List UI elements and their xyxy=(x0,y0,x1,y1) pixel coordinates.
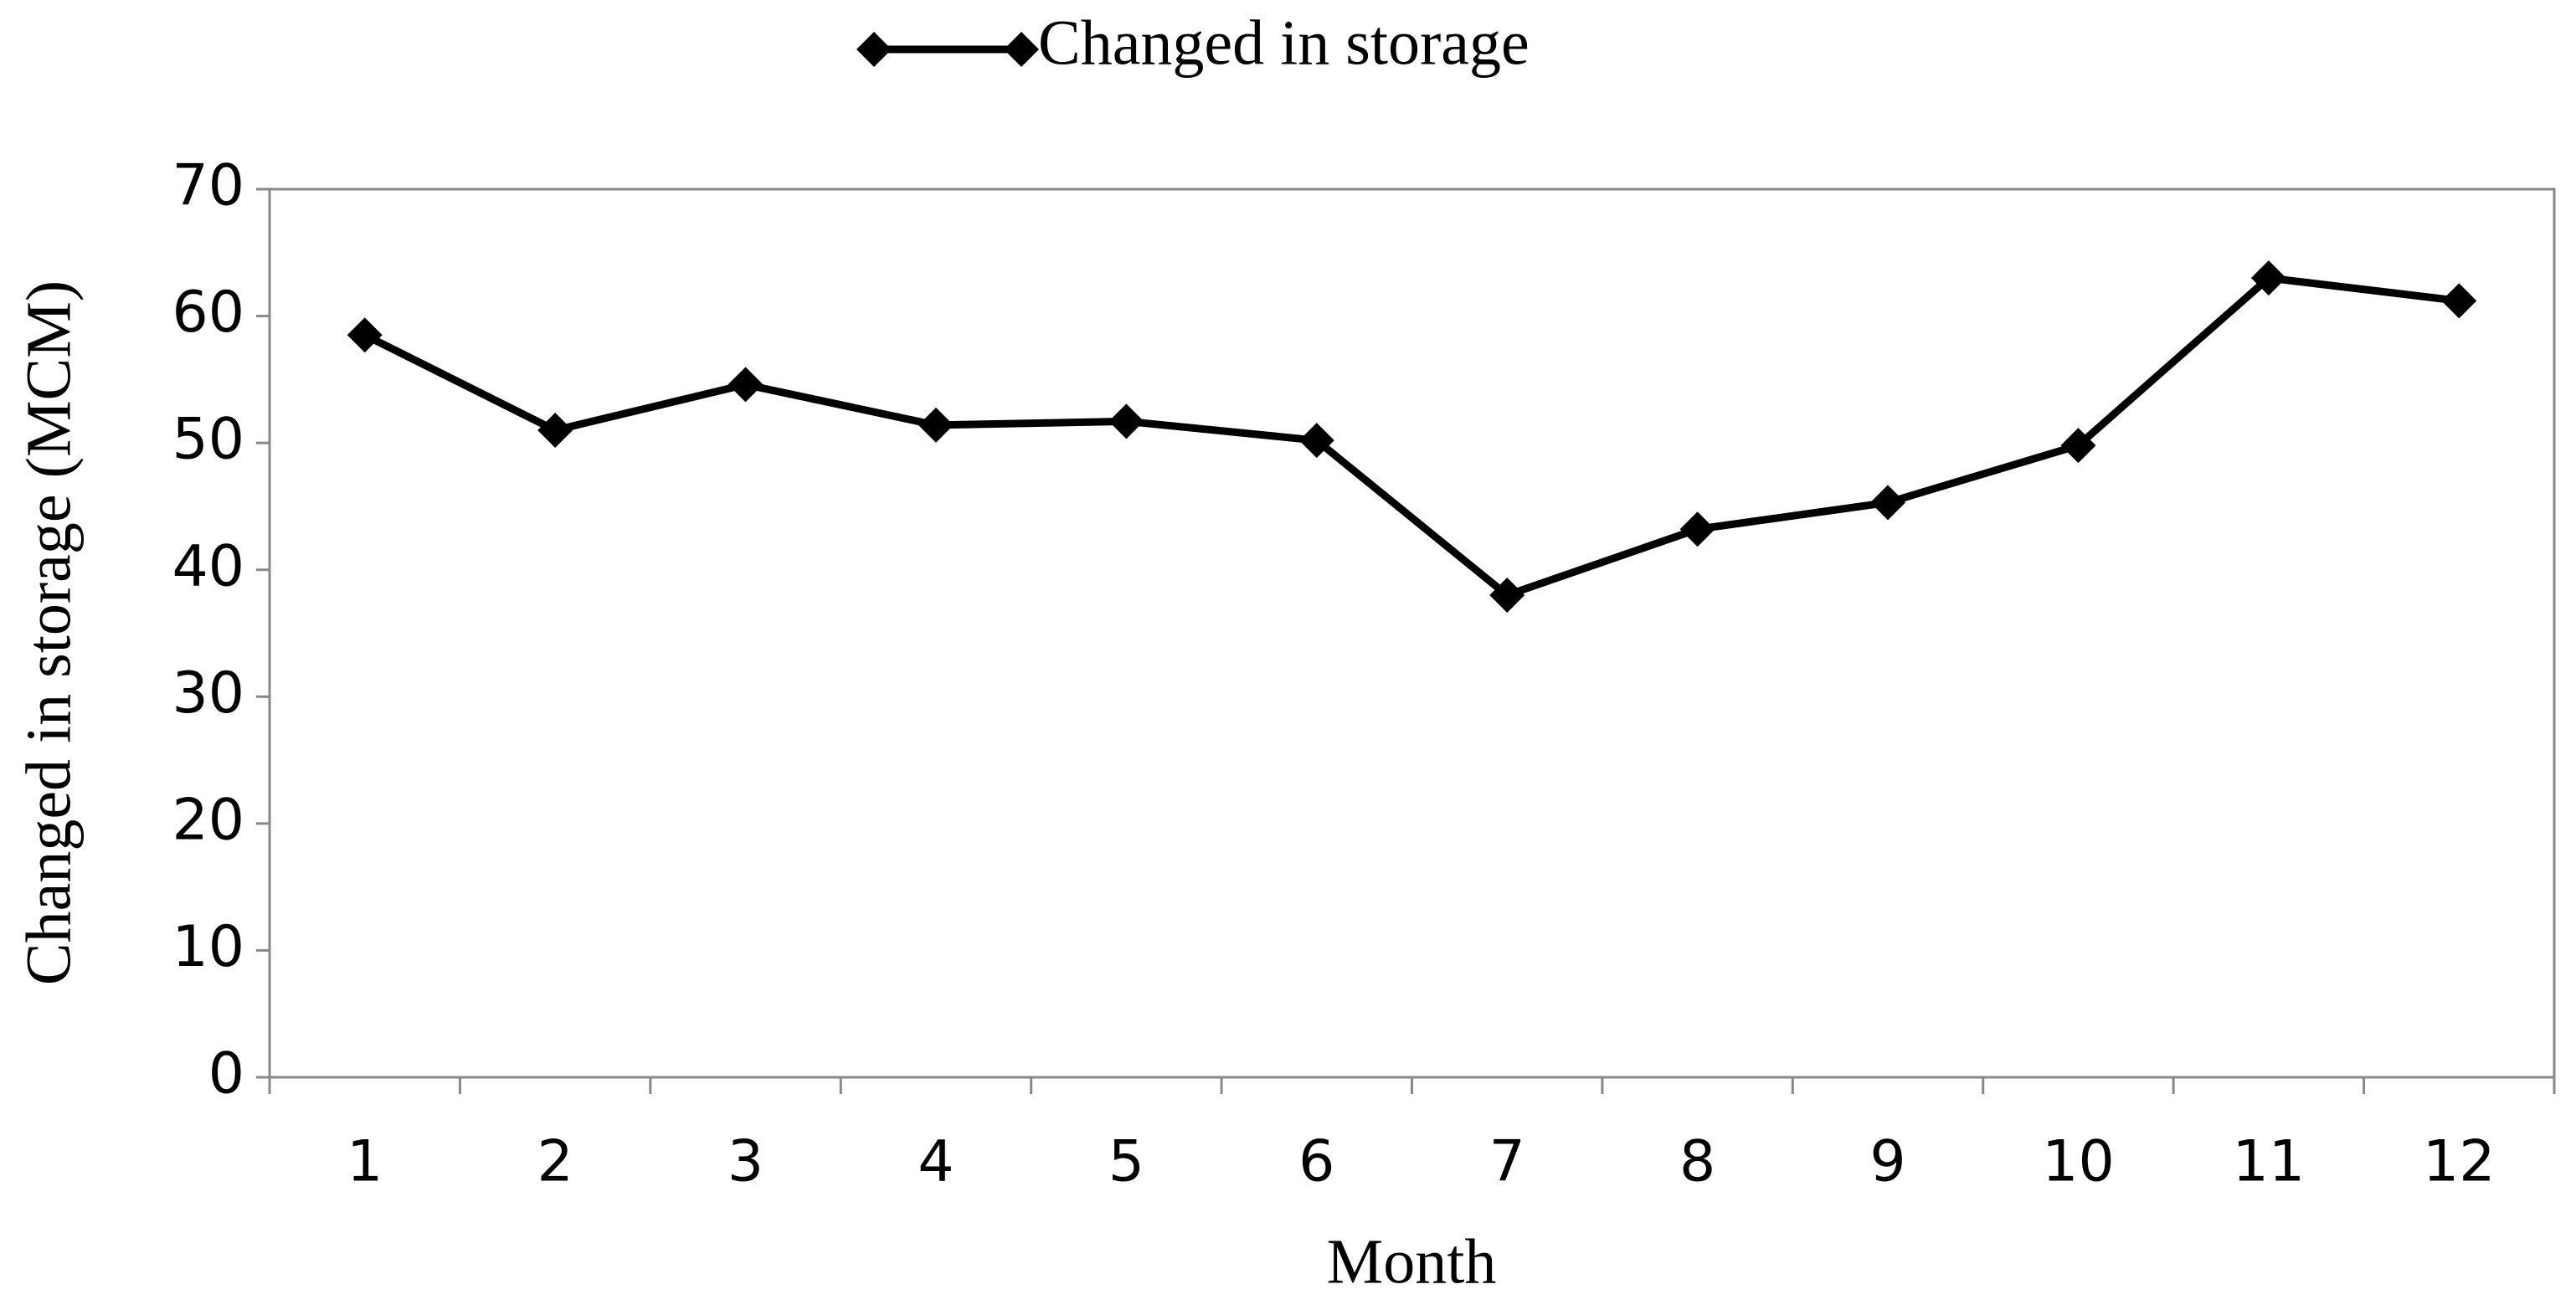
y-tick-label: 20 xyxy=(172,787,244,853)
y-tick-label: 0 xyxy=(208,1041,244,1107)
x-tick-label: 10 xyxy=(2042,1129,2115,1195)
y-tick-label: 60 xyxy=(172,280,244,346)
y-tick-label: 70 xyxy=(172,153,244,219)
data-point xyxy=(1489,578,1525,614)
x-tick-label: 8 xyxy=(1679,1129,1715,1195)
x-tick-label: 2 xyxy=(537,1129,573,1195)
legend-marker xyxy=(1004,32,1039,67)
x-tick-label: 6 xyxy=(1298,1129,1334,1195)
y-tick-label: 50 xyxy=(172,407,244,473)
series-line xyxy=(362,274,2460,599)
x-tick-label: 4 xyxy=(918,1129,954,1195)
data-point xyxy=(2441,283,2477,319)
y-tick-label: 10 xyxy=(172,914,244,980)
data-point xyxy=(537,412,573,448)
x-axis-title: Month xyxy=(1327,1226,1497,1297)
data-point xyxy=(1298,423,1334,459)
data-point xyxy=(2250,260,2286,296)
x-tick-label: 12 xyxy=(2423,1129,2496,1195)
data-point xyxy=(1870,485,1906,521)
data-point xyxy=(347,317,383,353)
legend-marker xyxy=(856,32,892,67)
x-tick-label: 7 xyxy=(1489,1129,1525,1195)
y-tick-label: 40 xyxy=(172,533,244,599)
y-axis-title: Changed in storage (MCM) xyxy=(13,280,84,985)
x-tick-label: 5 xyxy=(1108,1129,1144,1195)
data-point xyxy=(918,407,954,443)
x-tick-label: 3 xyxy=(728,1129,764,1195)
data-point xyxy=(2060,428,2096,464)
x-tick-label: 11 xyxy=(2233,1129,2306,1195)
data-point xyxy=(728,367,764,403)
legend-label: Changed in storage xyxy=(1038,8,1530,78)
x-tick-label: 9 xyxy=(1869,1129,1905,1195)
y-tick-label: 30 xyxy=(172,660,244,727)
x-tick-label: 1 xyxy=(347,1129,383,1195)
data-point xyxy=(1108,403,1144,439)
data-point xyxy=(1679,511,1715,547)
